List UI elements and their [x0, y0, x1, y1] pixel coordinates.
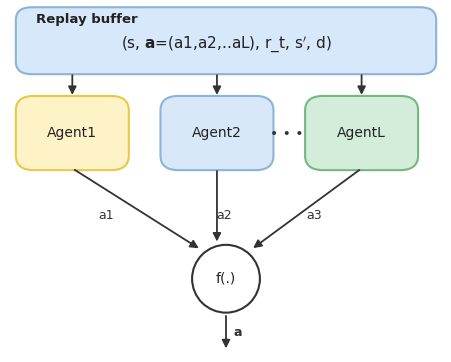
Text: a3: a3 — [306, 209, 321, 222]
FancyBboxPatch shape — [304, 96, 417, 170]
Text: a: a — [233, 326, 241, 339]
Text: AgentL: AgentL — [336, 126, 385, 140]
Text: a2: a2 — [216, 209, 231, 222]
Text: a1: a1 — [98, 209, 114, 222]
Text: Agent2: Agent2 — [192, 126, 241, 140]
Text: • • •: • • • — [270, 127, 303, 141]
Text: (s, $\mathbf{a}$=(a1,a2,..aL), r_t, s$'$, d): (s, $\mathbf{a}$=(a1,a2,..aL), r_t, s$'$… — [120, 35, 331, 55]
Text: Agent1: Agent1 — [47, 126, 97, 140]
FancyBboxPatch shape — [160, 96, 273, 170]
Text: Replay buffer: Replay buffer — [36, 13, 138, 26]
FancyBboxPatch shape — [16, 96, 129, 170]
FancyBboxPatch shape — [16, 7, 435, 74]
Text: f(.): f(.) — [216, 272, 235, 286]
Ellipse shape — [192, 245, 259, 313]
